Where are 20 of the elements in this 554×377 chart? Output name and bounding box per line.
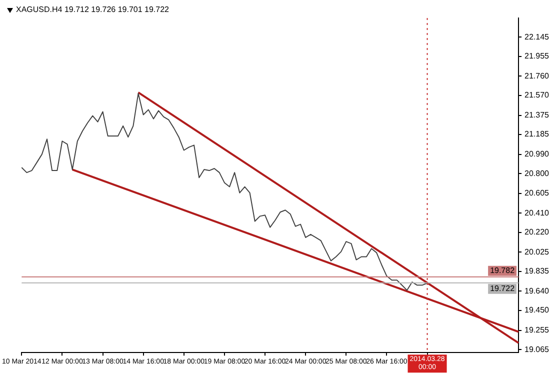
chart-title: XAGUSD.H4 19.712 19.726 19.701 19.722 xyxy=(16,5,169,14)
y-tick-label: 19.640 xyxy=(524,286,550,296)
y-tick-label: 21.955 xyxy=(524,52,550,61)
y-tick-label: 22.145 xyxy=(524,32,550,42)
y-tick-label: 19.450 xyxy=(524,306,550,315)
y-tick-label: 21.375 xyxy=(524,110,550,120)
y-tick-label: 20.025 xyxy=(524,247,550,256)
ref-line-label: 19.722 xyxy=(490,284,516,294)
y-tick-label: 20.990 xyxy=(524,150,550,159)
y-tick-label: 20.800 xyxy=(524,168,550,178)
y-tick-label: 19.835 xyxy=(524,266,550,276)
y-tick-label: 20.220 xyxy=(524,228,550,237)
ref-line-label: 19.782 xyxy=(490,266,516,276)
y-tick-label: 21.185 xyxy=(524,130,550,139)
y-tick-label: 19.255 xyxy=(524,325,550,334)
y-tick-label: 21.570 xyxy=(524,90,550,100)
y-tick-label: 19.065 xyxy=(524,344,550,354)
y-tick-label: 20.410 xyxy=(524,208,550,218)
y-tick-label: 20.605 xyxy=(524,188,550,198)
y-tick-label: 21.760 xyxy=(524,71,550,80)
